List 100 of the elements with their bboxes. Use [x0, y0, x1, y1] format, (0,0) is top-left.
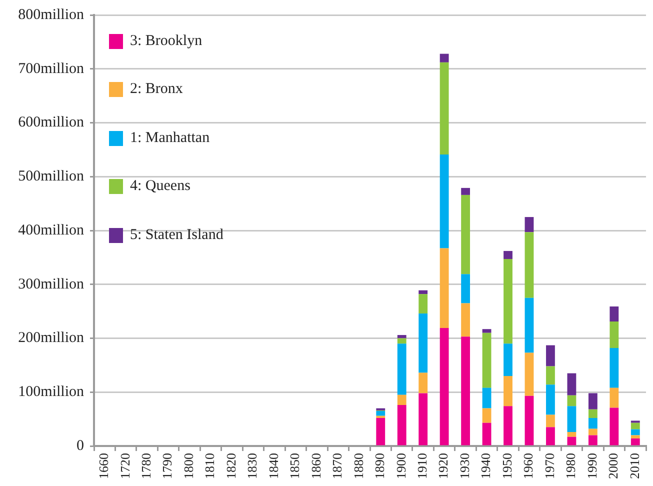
x-tick-label: 1810: [202, 453, 218, 479]
bar: [524, 232, 534, 298]
bar: [418, 313, 428, 373]
bar: [440, 328, 449, 446]
y-tick-label: 0: [76, 438, 84, 454]
y-tick-label: 200million: [18, 330, 84, 346]
legend-label: 1: Manhattan: [130, 130, 210, 147]
x-tick-label: 1930: [456, 453, 472, 479]
bar: [610, 408, 619, 446]
bar: [418, 294, 428, 314]
bar: [461, 188, 470, 195]
bar: [461, 274, 470, 304]
y-tick-label: 100million: [18, 384, 84, 400]
bar: [482, 388, 492, 408]
x-tick-label: 1980: [563, 453, 578, 479]
bar: [440, 248, 449, 328]
bar: [397, 394, 406, 406]
bar: [504, 250, 512, 260]
bar: [524, 352, 534, 396]
bar: [610, 348, 619, 388]
x-tick-label: 1840: [266, 453, 281, 479]
bar: [397, 335, 406, 338]
bar: [588, 418, 598, 429]
bar: [610, 388, 619, 408]
x-tick-label: 1780: [138, 453, 154, 479]
x-tick-label: 1660: [96, 453, 112, 479]
x-tick-label: 2000: [606, 453, 621, 479]
bar: [461, 194, 470, 274]
bar: [588, 435, 598, 446]
x-tick-label: 1800: [180, 453, 196, 479]
x-tick-label: 1940: [478, 453, 494, 479]
bar: [482, 422, 492, 446]
x-tick-label: 1970: [542, 453, 557, 479]
bar: [482, 408, 492, 423]
bar: [630, 422, 640, 430]
x-tick-label: 1900: [393, 453, 408, 479]
bar: [588, 428, 598, 436]
bar: [524, 298, 534, 353]
x-tick-label: 1910: [414, 453, 430, 479]
bar: [567, 406, 576, 432]
bar: [397, 405, 406, 446]
y-tick-label: 400million: [18, 222, 84, 238]
bar: [567, 436, 576, 446]
bar: [504, 376, 512, 406]
x-tick-label: 1920: [436, 453, 451, 479]
x-tick-label: 1850: [287, 453, 302, 479]
bar: [546, 427, 555, 446]
bar: [440, 54, 449, 62]
x-tick-label: 1950: [499, 453, 514, 479]
bar: [482, 329, 492, 333]
bar: [630, 435, 640, 438]
bar: [630, 429, 640, 436]
bar: [504, 344, 512, 376]
bar: [440, 154, 449, 248]
y-tick-label: 500million: [18, 168, 84, 185]
x-tick-label: 1990: [584, 453, 600, 479]
bar: [567, 373, 576, 396]
x-tick-label: 1820: [223, 453, 238, 479]
bar: [588, 409, 598, 418]
legend-label: 2: Bronx: [130, 81, 183, 98]
x-tick-label: 1830: [244, 453, 260, 479]
legend-label: 4: Queens: [130, 178, 190, 196]
bar: [610, 306, 619, 322]
bar: [461, 303, 470, 337]
y-tick-label: 700million: [18, 60, 84, 77]
bar: [397, 338, 406, 344]
bar: [418, 372, 428, 394]
bar: [504, 406, 512, 446]
bar: [567, 395, 576, 406]
bar: [418, 393, 428, 446]
bar: [482, 332, 492, 388]
bar: [630, 438, 640, 446]
legend-label: 3: Brooklyn: [130, 32, 202, 50]
bar: [546, 384, 555, 415]
bar: [376, 418, 386, 446]
bar: [461, 336, 470, 446]
bar: [440, 62, 449, 155]
y-tick-label: 300million: [18, 276, 84, 292]
bar: [546, 345, 555, 366]
x-tick-label: 1870: [330, 453, 345, 479]
bar: [546, 366, 555, 385]
bar: [524, 217, 534, 232]
x-tick-label: 1890: [372, 453, 388, 479]
bar: [504, 259, 512, 344]
bar: [524, 396, 534, 446]
bar: [418, 290, 428, 294]
x-tick-label: 1790: [160, 453, 175, 479]
bar: [546, 414, 555, 428]
bar: [397, 344, 406, 395]
x-tick-label: 1880: [350, 453, 366, 479]
bar: [610, 322, 619, 348]
x-tick-label: 1720: [117, 453, 132, 479]
bar: [567, 432, 576, 437]
x-tick-label: 1960: [520, 453, 536, 479]
legend-label: 5: Staten Island: [130, 226, 224, 244]
y-tick-label: 800million: [18, 6, 84, 23]
bar: [588, 393, 598, 410]
y-tick-label: 600million: [18, 114, 84, 131]
x-tick-label: 2010: [626, 453, 642, 479]
x-tick-label: 1860: [308, 453, 324, 479]
